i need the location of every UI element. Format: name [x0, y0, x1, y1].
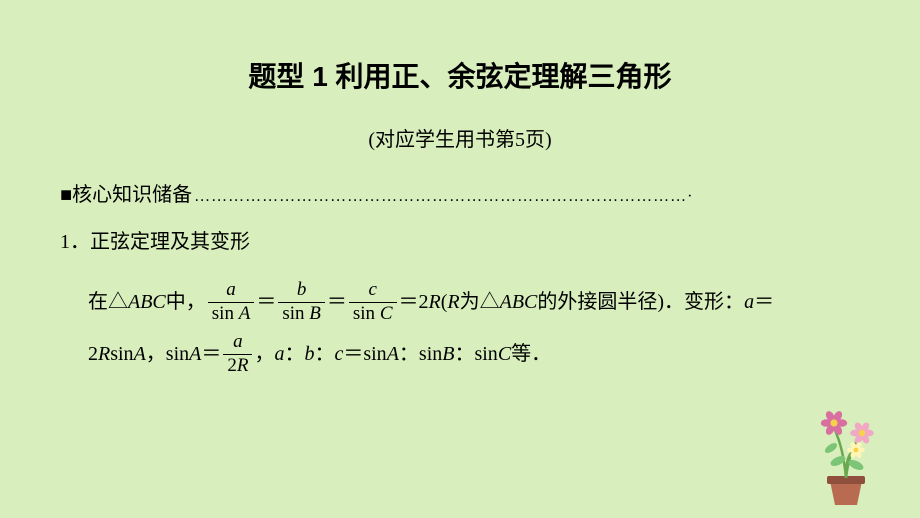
fraction-a-sinA: a sin A [208, 280, 255, 325]
flower-pot-icon [786, 393, 906, 508]
item-1-heading: 1．正弦定理及其变形 [60, 225, 860, 254]
law-of-sines-line-2: 2Rsin A， sin A＝ a 2R ， a：b：c＝sin A：sin B… [60, 328, 860, 380]
fraction-a-2R: a 2R [223, 332, 252, 377]
slide: 题型 1 利用正、余弦定理解三角形 (对应学生用书第5页) ■核心知识储备 ……… [0, 0, 920, 518]
fraction-c-sinC: c sin C [349, 280, 397, 325]
law-of-sines-line-1: 在△ABC中， a sin A ＝ b sin B ＝ c sin C ＝ 22… [60, 276, 860, 328]
slide-title: 题型 1 利用正、余弦定理解三角形 [60, 55, 860, 95]
slide-subtitle: (对应学生用书第5页) [60, 123, 860, 152]
fraction-b-sinB: b sin B [278, 280, 325, 325]
section-header: ■核心知识储备 ……………………………………………………………………………· [60, 178, 860, 207]
section-label: ■核心知识储备 [60, 178, 192, 207]
section-dots: ……………………………………………………………………………· [192, 188, 860, 206]
